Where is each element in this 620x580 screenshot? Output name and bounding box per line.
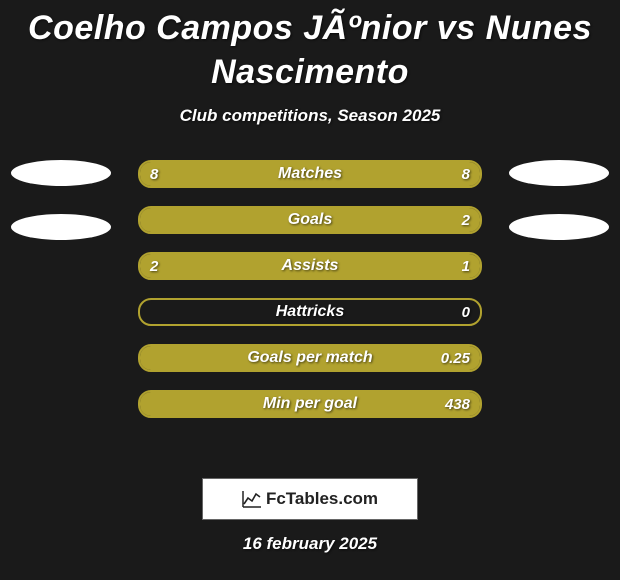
stat-label: Goals per match <box>140 346 480 370</box>
subtitle: Club competitions, Season 2025 <box>0 106 620 126</box>
team-logo-placeholder <box>509 214 609 240</box>
stat-bar: 8Matches8 <box>138 160 482 188</box>
team-logo-placeholder <box>11 214 111 240</box>
fctables-logo: FcTables.com <box>202 478 418 520</box>
stat-label: Matches <box>140 162 480 186</box>
left-player-placeholders <box>6 160 116 240</box>
stat-bar: Goals2 <box>138 206 482 234</box>
stat-bar: Hattricks0 <box>138 298 482 326</box>
stats-area: 8Matches8Goals22Assists1Hattricks0Goals … <box>0 160 620 460</box>
stat-value-right: 0.25 <box>441 346 470 370</box>
stat-value-right: 2 <box>462 208 470 232</box>
stat-bar: 2Assists1 <box>138 252 482 280</box>
stat-value-right: 438 <box>445 392 470 416</box>
stat-value-right: 8 <box>462 162 470 186</box>
comparison-bars: 8Matches8Goals22Assists1Hattricks0Goals … <box>138 160 482 418</box>
stat-value-right: 0 <box>462 300 470 324</box>
page-title: Coelho Campos JÃºnior vs Nunes Nasciment… <box>0 0 620 94</box>
right-player-placeholders <box>504 160 614 240</box>
stat-label: Min per goal <box>140 392 480 416</box>
stat-bar: Min per goal438 <box>138 390 482 418</box>
stat-value-right: 1 <box>462 254 470 278</box>
logo-text: FcTables.com <box>266 489 378 509</box>
stat-label: Hattricks <box>140 300 480 324</box>
stat-label: Goals <box>140 208 480 232</box>
stat-bar: Goals per match0.25 <box>138 344 482 372</box>
player-photo-placeholder <box>509 160 609 186</box>
chart-icon <box>242 490 262 508</box>
player-photo-placeholder <box>11 160 111 186</box>
stat-label: Assists <box>140 254 480 278</box>
date-label: 16 february 2025 <box>0 534 620 554</box>
